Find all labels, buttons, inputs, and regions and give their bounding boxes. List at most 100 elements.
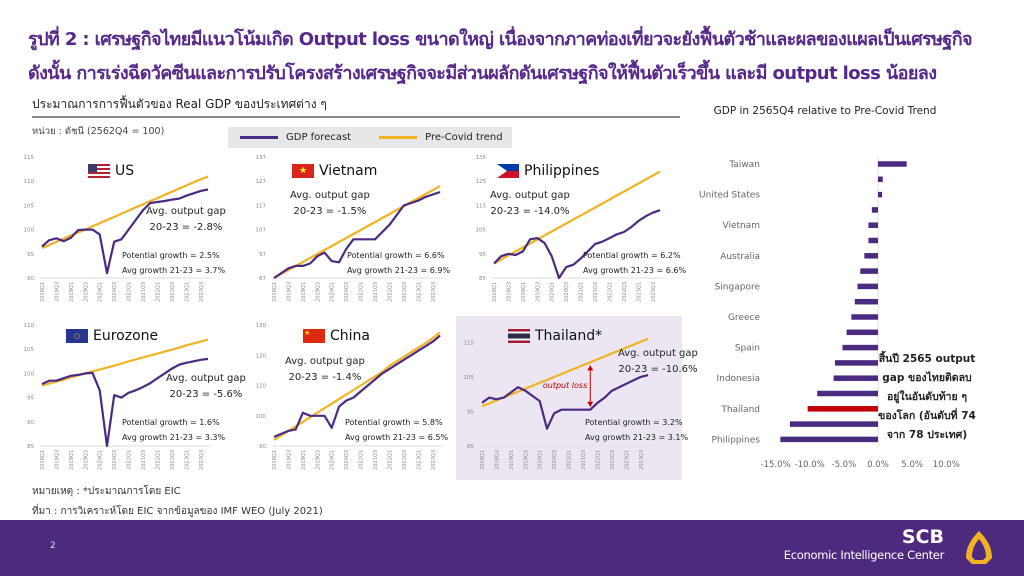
bar: [878, 176, 883, 183]
legend-label-forecast: GDP forecast: [286, 132, 352, 143]
x-tick-label: 2020Q3: [564, 282, 570, 302]
x-tick-label: 2019Q1: [69, 282, 75, 302]
gap-label: Avg. output gap: [290, 190, 370, 201]
gap-label: Avg. output gap: [618, 348, 698, 359]
scb-logo-icon: [966, 531, 992, 564]
gap-value: 20-23 = -10.6%: [618, 364, 698, 375]
x-tick-label: 2021Q1: [359, 282, 365, 302]
output-gap: Avg. output gap 20-23 = -1.5%: [290, 188, 370, 220]
bar: [842, 344, 878, 351]
x-tick-label: 2022Q1: [387, 282, 393, 302]
x-tick-label: 2020Q3: [112, 282, 118, 302]
bar: [878, 191, 883, 198]
y-tick-label: 135: [476, 155, 487, 161]
x-tick-label: 2019Q1: [509, 450, 515, 470]
chart-title-text: US: [115, 163, 135, 179]
avg-growth: Avg growth 21-23 = 3.1%: [585, 433, 689, 442]
category-label: Taiwan: [728, 160, 760, 170]
avg-growth: Avg growth 21-23 = 6.9%: [347, 266, 451, 275]
output-gap: Avg. output gap 20-23 = -14.0%: [490, 188, 570, 220]
y-tick-label: 110: [256, 384, 267, 390]
us-flag-icon: [88, 164, 110, 178]
remark-note: หมายเหตุ : *ประมาณการโดย EIC: [32, 486, 181, 497]
x-tick-label: 2022Q1: [607, 282, 613, 302]
x-tick-label: 2018Q3: [494, 450, 500, 470]
chart-thailand: 85 95 105 115 2018Q1 2018Q3 2019Q1 2019Q3 2020Q1…: [458, 318, 698, 480]
x-tick-label: 2023Q3: [639, 450, 645, 470]
y-tick-label: 120: [256, 353, 267, 359]
x-tick-label: 2020Q3: [344, 282, 350, 302]
gdp-forecast-line: [273, 334, 441, 438]
potential-growth: Potential growth = 5.8%: [345, 418, 443, 427]
x-tick-label: 2019Q3: [83, 282, 89, 302]
potential-growth: Potential growth = 6.6%: [347, 251, 445, 260]
pre-covid-trend-line: [273, 185, 441, 279]
x-tick-label: 2021Q3: [581, 450, 587, 470]
x-tick-label: 2019Q3: [315, 282, 321, 302]
chart-title: ★ China: [303, 328, 370, 344]
output-gap: Avg. output gap 20-23 = -2.8%: [146, 204, 226, 236]
legend-swatch-trend: [379, 136, 418, 139]
x-tick-label: 2018Q1: [272, 450, 278, 470]
x-tick-label: 2023Q1: [416, 450, 422, 470]
x-tick-label: 10.0%: [933, 460, 960, 470]
bar: [851, 314, 878, 320]
y-tick-label: 115: [476, 203, 487, 209]
x-tick-label: 2023Q3: [651, 282, 657, 302]
x-tick-label: 2019Q3: [523, 450, 529, 470]
x-tick-label: 2019Q1: [301, 450, 307, 470]
x-tick-label: -10.0%: [795, 460, 825, 470]
x-tick-label: 2022Q1: [155, 282, 161, 302]
growth-info: Potential growth = 6.2% Avg growth 21-23 …: [583, 248, 686, 278]
x-tick-label: 2018Q3: [54, 282, 60, 302]
gdp-forecast-line: [481, 374, 649, 430]
y-tick-label: 115: [464, 340, 475, 346]
x-tick-label: 2018Q3: [54, 450, 60, 470]
category-label: Philippines: [712, 435, 761, 445]
chart-china-plot: 90 100 110 120 130 2018Q1 2018Q3 2019Q1 2019Q3 20…: [256, 323, 443, 470]
chart-eurozone: 85 90 95 100 105 110 2018Q1 2018Q3 2019Q1 2019Q3 2…: [18, 318, 250, 480]
y-tick-label: 95: [27, 396, 34, 402]
x-tick-label: -15.0%: [761, 460, 791, 470]
chart-title-text: Philippines: [524, 163, 600, 179]
x-tick-label: 2020Q1: [98, 450, 104, 470]
gdp-forecast-line: [493, 209, 661, 280]
x-tick-label: 5.0%: [901, 460, 923, 470]
gap-value: 20-23 = -1.4%: [288, 372, 362, 383]
x-tick-label: 2020Q1: [98, 282, 104, 302]
avg-growth: Avg growth 21-23 = 3.3%: [122, 433, 226, 442]
x-tick-label: 2021Q1: [579, 282, 585, 302]
bar: [834, 360, 878, 366]
chart-title-text: Thailand*: [535, 328, 603, 344]
y-tick-label: 105: [464, 375, 475, 381]
legend-label-trend: Pre-Covid trend: [425, 132, 503, 143]
bar: [854, 298, 878, 305]
x-tick-label: 2018Q1: [272, 282, 278, 302]
x-tick-label: 2023Q1: [184, 450, 190, 470]
y-tick-label: 110: [24, 179, 35, 185]
bar-chart: Taiwan United States Vietnam Australia Singa…: [699, 156, 960, 470]
bar: [846, 329, 878, 336]
y-tick-label: 85: [27, 444, 34, 450]
gap-value: 20-23 = -14.0%: [490, 206, 570, 217]
bar: [780, 436, 878, 443]
y-tick-label: 105: [24, 203, 35, 209]
chart-us: 90 95 100 105 110 115 2018Q1 2018Q3 2019Q1 2019Q3…: [18, 150, 250, 312]
x-tick-label: 2020Q1: [550, 282, 556, 302]
x-tick-label: 2021Q3: [373, 282, 379, 302]
avg-growth: Avg growth 21-23 = 6.5%: [345, 433, 449, 442]
gdp-forecast-line: [41, 188, 209, 275]
x-tick-label: 2018Q1: [40, 450, 46, 470]
chart-vietnam-plot: 87 97 107 117 127 137 2018Q1 2018Q3 2019Q1 2019Q3…: [256, 155, 443, 302]
x-tick-label: 2020Q1: [330, 450, 336, 470]
x-tick-label: 2022Q1: [155, 450, 161, 470]
bar-chart-title: GDP in 2565Q4 relative to Pre-Covid Tren…: [713, 105, 937, 117]
x-tick-label: 2019Q3: [315, 450, 321, 470]
legend: GDP forecast Pre-Covid trend: [228, 127, 512, 148]
x-tick-label: 2018Q3: [286, 450, 292, 470]
category-label: Vietnam: [722, 221, 760, 231]
x-tick-label: 2022Q3: [402, 450, 408, 470]
x-tick-label: 2022Q1: [595, 450, 601, 470]
x-tick-label: 2023Q3: [199, 282, 205, 302]
avg-growth: Avg growth 21-23 = 6.6%: [583, 266, 687, 275]
